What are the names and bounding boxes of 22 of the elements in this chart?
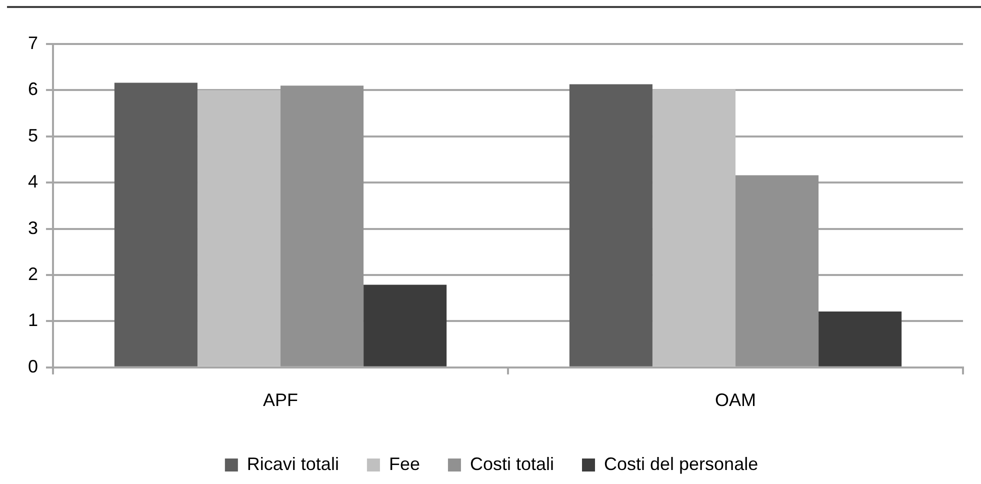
y-tick-label: 6 xyxy=(28,79,38,100)
legend-label: Costi totali xyxy=(470,454,554,474)
y-tick-label: 4 xyxy=(28,172,38,192)
legend-label: Costi del personale xyxy=(604,454,758,474)
bar xyxy=(736,175,819,366)
legend-label: Ricavi totali xyxy=(246,454,339,474)
x-tick-label: APF xyxy=(263,390,298,410)
bar xyxy=(652,89,736,366)
y-tick-label: 1 xyxy=(28,310,38,330)
bar xyxy=(569,84,652,366)
y-tick-label: 5 xyxy=(28,125,38,146)
y-tick-label: 2 xyxy=(28,264,38,284)
bar xyxy=(364,284,447,366)
legend-label: Fee xyxy=(388,454,420,474)
y-tick-label: 7 xyxy=(28,32,38,53)
x-tick-label: OAM xyxy=(714,390,756,410)
y-tick-label: 0 xyxy=(28,356,38,376)
bar xyxy=(280,86,364,366)
y-tick-label: 3 xyxy=(28,218,38,238)
bar xyxy=(197,90,281,366)
bar xyxy=(114,82,198,366)
bar xyxy=(818,312,902,366)
